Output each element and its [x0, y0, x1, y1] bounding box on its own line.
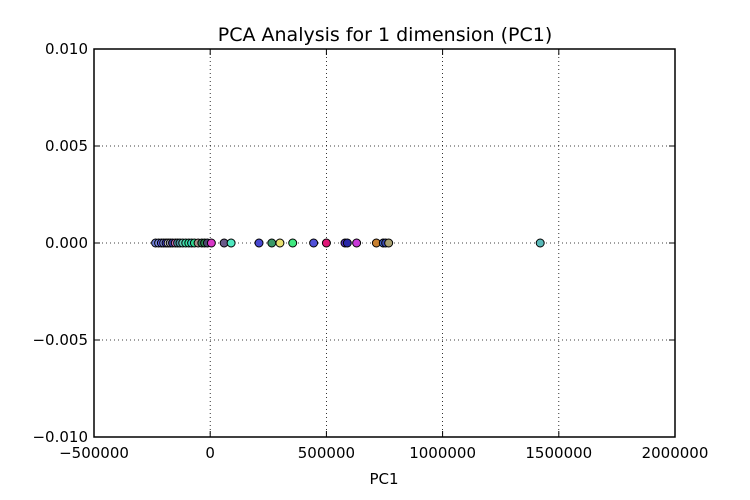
- scatter-point: [535, 238, 545, 248]
- x-tick-label: 2000000: [642, 444, 709, 462]
- x-tick-label: −500000: [59, 444, 129, 462]
- scatter-point: [342, 238, 352, 248]
- scatter-point: [206, 238, 216, 248]
- x-tick-label: 0: [205, 444, 215, 462]
- y-tick-labels: −0.010 −0.005 0.000 0.005 0.010: [32, 40, 88, 446]
- scatter-point: [254, 238, 264, 248]
- x-axis-label: PC1: [369, 470, 398, 488]
- y-tick-label: −0.010: [32, 428, 88, 446]
- scatter-point: [288, 238, 298, 248]
- scatter-point: [226, 238, 236, 248]
- x-tick-labels: −500000 0 500000 1000000 1500000 2000000: [59, 444, 708, 462]
- scatter-point: [321, 238, 331, 248]
- y-tick-label: 0.005: [45, 137, 88, 155]
- chart-title: PCA Analysis for 1 dimension (PC1): [218, 24, 552, 46]
- x-tick-label: 500000: [298, 444, 355, 462]
- scatter-point: [352, 238, 362, 248]
- x-tick-label: 1000000: [409, 444, 476, 462]
- x-tick-label: 1500000: [525, 444, 592, 462]
- y-tick-label: 0.010: [45, 40, 88, 58]
- y-tick-label: 0.000: [45, 234, 88, 252]
- axis-ticks: [93, 48, 676, 438]
- y-tick-label: −0.005: [32, 331, 88, 349]
- scatter-point: [384, 238, 394, 248]
- scatter-point: [309, 238, 319, 248]
- scatter-point: [275, 238, 285, 248]
- data-points: [151, 238, 545, 248]
- scatter-point: [267, 238, 277, 248]
